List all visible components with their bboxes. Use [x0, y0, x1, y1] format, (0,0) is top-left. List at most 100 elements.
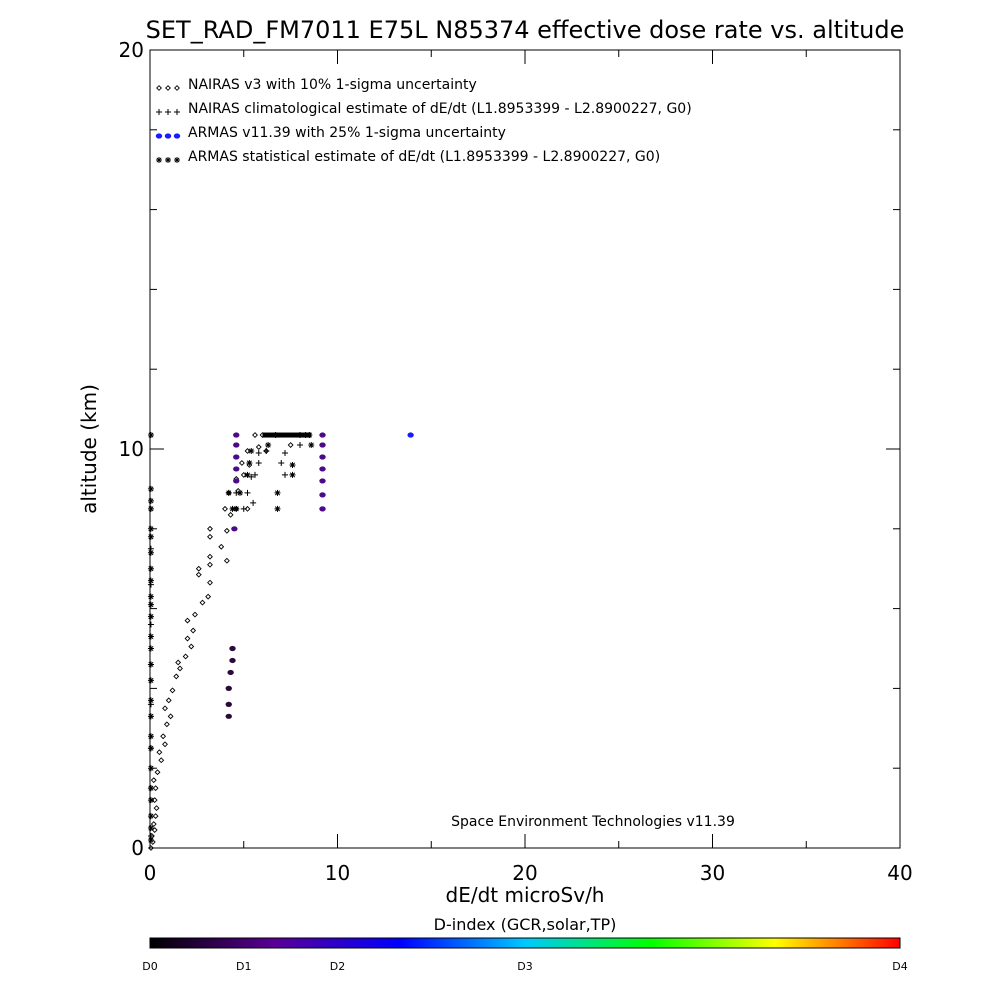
series-3-point — [289, 461, 296, 468]
series-0-point — [177, 665, 183, 672]
series-0-point — [167, 713, 174, 720]
series-2-point — [225, 685, 232, 692]
series-1-point — [278, 459, 285, 466]
series-3-point — [248, 447, 255, 454]
series-0-point — [150, 821, 157, 827]
dense-marker-run — [262, 432, 312, 438]
series-1-point — [255, 459, 262, 466]
series-3-point — [147, 825, 154, 832]
legend-marker-2 — [155, 133, 163, 139]
series-0-point — [238, 460, 245, 466]
series-1-point — [255, 449, 262, 456]
series-3-point — [147, 765, 154, 772]
series-0-point — [244, 448, 251, 454]
series-3-point — [147, 505, 154, 512]
plot-frame — [149, 49, 901, 849]
y-axis-label: altitude (km) — [77, 384, 101, 514]
series-3-point — [147, 677, 154, 684]
series-3-point — [233, 505, 240, 512]
series-2-point — [233, 454, 240, 460]
y-tick-label: 10 — [119, 437, 144, 461]
series-0-point — [190, 627, 197, 634]
series-3-point — [147, 577, 154, 584]
series-0-point — [152, 813, 159, 820]
legend: NAIRAS v3 with 10% 1-sigma uncertainty NA… — [155, 77, 692, 165]
legend-entry-2: ARMAS v11.39 with 25% 1-sigma uncertaint… — [188, 125, 506, 141]
series-2-point — [319, 466, 326, 472]
series-1-point — [244, 489, 251, 496]
series-2-point — [229, 645, 236, 652]
credit-text: Space Environment Technologies v11.39 — [451, 814, 735, 830]
series-3-point — [289, 471, 296, 478]
colorbar-gradient — [149, 937, 901, 949]
plot-axes — [149, 49, 901, 849]
series-0-point — [162, 741, 168, 748]
series-0-point — [156, 749, 163, 756]
series-3-point — [147, 837, 154, 844]
legend-marker-0 — [174, 85, 180, 91]
series-2-point — [229, 657, 236, 664]
series-1-point — [147, 621, 154, 628]
series-0-point — [207, 525, 213, 532]
series-3-point — [147, 601, 154, 608]
series-0-point — [205, 593, 212, 600]
series-3-point — [147, 497, 154, 504]
series-3-point — [237, 489, 243, 496]
series-1-point — [263, 447, 270, 454]
series-0-point — [207, 533, 213, 540]
series-0-point — [153, 805, 160, 812]
series-0-point — [240, 471, 247, 478]
series-0-point — [162, 705, 168, 712]
series-3-point — [147, 797, 154, 804]
colorbar-label: D4 — [892, 960, 907, 973]
series-3-point — [147, 565, 154, 572]
series-0-point — [165, 697, 172, 704]
series-2-point — [319, 442, 326, 448]
series-3-point — [225, 489, 232, 496]
series-0-point — [182, 653, 189, 660]
series-0-point — [222, 505, 228, 512]
series-0-point — [199, 599, 206, 606]
series-0-point — [207, 561, 213, 568]
colorbar-labels: D0 D1 D2 D3 D4 — [142, 960, 907, 973]
x-tick-label: 10 — [325, 861, 350, 885]
series-2-point — [231, 526, 238, 532]
series-3-point — [147, 633, 154, 640]
legend-entry-1: NAIRAS climatological estimate of dE/dt … — [188, 101, 692, 117]
series-0-point — [255, 444, 262, 450]
x-tick-label: 40 — [887, 861, 912, 885]
legend-marker-1 — [156, 109, 162, 115]
series-3-point — [147, 549, 154, 556]
axis-ticks: 0 10 20 30 40 0 10 20 — [119, 38, 913, 885]
series-2-point — [227, 669, 234, 676]
series-0-point — [148, 833, 155, 839]
legend-marker-2 — [164, 133, 172, 139]
series-2-point — [225, 701, 232, 707]
series-0-point — [154, 769, 161, 776]
series-1-point — [282, 471, 288, 478]
series-2-point — [407, 432, 414, 438]
series-3-point — [147, 525, 154, 532]
legend-marker-3 — [174, 157, 180, 163]
series-3-point — [244, 471, 251, 478]
series-3-point — [147, 745, 154, 752]
series-3-point — [147, 785, 154, 792]
series-3-point — [274, 505, 281, 512]
legend-marker-1 — [165, 109, 171, 115]
x-axis-label: dE/dt microSv/h — [446, 883, 605, 907]
series-0-point — [148, 845, 154, 851]
series-0-point — [223, 557, 230, 564]
series-0-point — [175, 659, 182, 666]
series-0-point — [169, 687, 176, 694]
series-3-point — [147, 697, 154, 704]
legend-marker-3 — [156, 157, 162, 163]
series-3-point — [147, 485, 154, 492]
series-2-point — [233, 432, 240, 438]
series-2-point — [319, 492, 326, 498]
series-0-point — [188, 643, 195, 650]
legend-entry-3: ARMAS statistical estimate of dE/dt (L1.… — [188, 149, 660, 165]
legend-marker-1 — [174, 109, 180, 115]
series-2-point — [233, 442, 240, 448]
x-tick-label: 0 — [144, 861, 157, 885]
